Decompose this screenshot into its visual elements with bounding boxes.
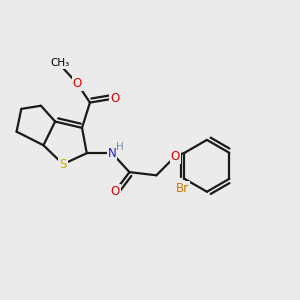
Text: S: S [59,158,67,171]
Text: O: O [111,184,120,198]
Text: O: O [171,150,180,163]
Text: Br: Br [176,182,189,195]
Text: O: O [110,92,119,105]
Text: N: N [108,147,116,160]
Text: O: O [73,77,82,90]
Text: CH₃: CH₃ [50,58,70,68]
Text: H: H [116,142,124,152]
